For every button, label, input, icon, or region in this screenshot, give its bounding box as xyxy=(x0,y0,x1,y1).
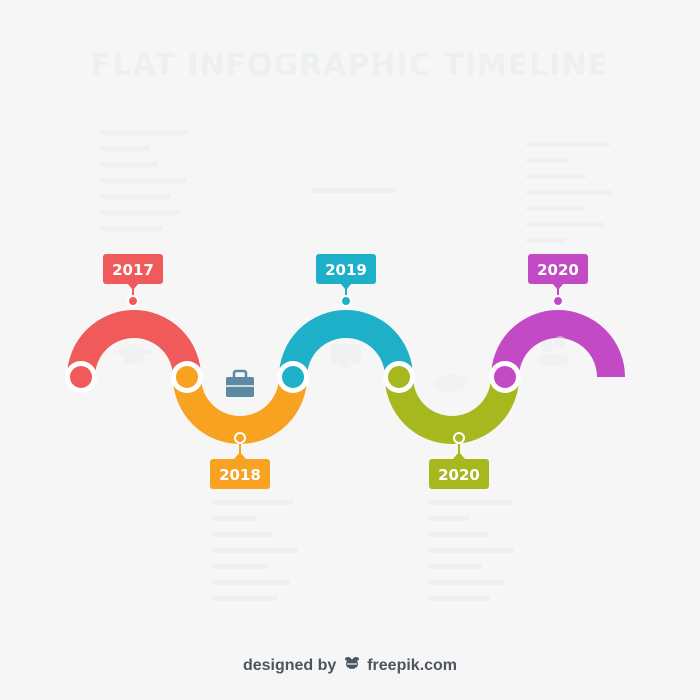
year-label-2017: 2017 xyxy=(112,261,154,279)
monitor-icon xyxy=(331,344,361,369)
node-2020-top xyxy=(489,361,521,393)
brand-link[interactable]: freepik.com xyxy=(367,657,458,674)
callout-dot xyxy=(127,295,139,307)
year-callout-2019: 2019 xyxy=(316,254,376,307)
badge-pointer xyxy=(453,452,465,459)
callout-dot xyxy=(552,295,564,307)
text-block-2020-top xyxy=(526,142,616,254)
infographic-title: FLAT INFOGRAPHIC TIMELINE xyxy=(90,48,610,83)
year-label-2019: 2019 xyxy=(325,261,367,279)
year-badge xyxy=(103,254,163,284)
callout-dot xyxy=(234,432,246,444)
year-label-2018: 2018 xyxy=(219,466,261,484)
badge-pointer xyxy=(127,283,139,290)
arc-segment-2020-top xyxy=(491,310,625,378)
year-label-2020-top: 2020 xyxy=(537,261,579,279)
node-2020-bottom xyxy=(383,361,415,393)
designed-by-label: designed by xyxy=(242,657,337,674)
year-callout-2020-top: 2020 xyxy=(528,254,588,307)
year-badge xyxy=(316,254,376,284)
text-block-2019 xyxy=(312,188,402,204)
year-callout-2018: 2018 xyxy=(210,432,270,489)
handshake-icon xyxy=(435,374,467,392)
year-badge xyxy=(210,459,270,489)
callout-dot xyxy=(340,295,352,307)
callout-dot xyxy=(453,432,465,444)
node-core xyxy=(176,366,198,388)
node-core xyxy=(70,366,92,388)
briefcase-icon xyxy=(226,369,254,397)
year-badge xyxy=(429,459,489,489)
text-block-2018 xyxy=(212,500,302,612)
arc-segment-2020-bottom xyxy=(385,376,519,444)
node-2019 xyxy=(277,361,309,393)
footer-credit: designed by freepik.com xyxy=(0,656,700,675)
badge-pointer xyxy=(340,283,352,290)
arc-segment-2019 xyxy=(279,310,413,378)
group-icon xyxy=(538,336,568,366)
text-block-2017 xyxy=(100,130,190,242)
text-block-2020-bottom xyxy=(428,500,518,612)
node-core xyxy=(388,366,410,388)
year-callout-2020-bottom: 2020 xyxy=(429,432,489,489)
node-2017 xyxy=(65,361,97,393)
badge-pointer xyxy=(552,283,564,290)
freepik-logo-icon xyxy=(344,656,360,675)
year-label-2020-bottom: 2020 xyxy=(438,466,480,484)
year-badge xyxy=(528,254,588,284)
year-callout-2017: 2017 xyxy=(103,254,163,307)
badge-pointer xyxy=(234,452,246,459)
node-core xyxy=(494,366,516,388)
graduation-cap-icon xyxy=(113,344,153,364)
arc-segment-2018 xyxy=(173,376,307,444)
node-core xyxy=(282,366,304,388)
node-2018 xyxy=(171,361,203,393)
arc-segment-2017 xyxy=(67,310,201,378)
